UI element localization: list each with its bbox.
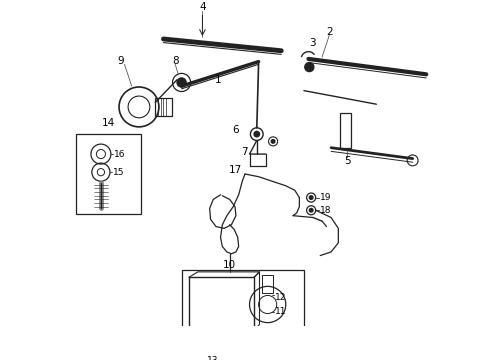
Text: 3: 3 bbox=[310, 39, 316, 49]
Text: 2: 2 bbox=[326, 27, 333, 37]
Text: 17: 17 bbox=[229, 165, 242, 175]
Text: 7: 7 bbox=[241, 147, 248, 157]
Text: 9: 9 bbox=[118, 56, 124, 66]
Text: 4: 4 bbox=[199, 2, 206, 12]
Circle shape bbox=[305, 63, 314, 72]
Bar bbox=[75, 134, 141, 214]
Text: 5: 5 bbox=[344, 156, 351, 166]
Circle shape bbox=[254, 131, 260, 137]
Text: 8: 8 bbox=[172, 56, 178, 66]
Text: 14: 14 bbox=[101, 118, 115, 128]
Text: 11: 11 bbox=[275, 307, 287, 316]
Text: 15: 15 bbox=[113, 168, 124, 177]
Circle shape bbox=[177, 78, 186, 87]
Text: 10: 10 bbox=[223, 260, 236, 270]
Circle shape bbox=[271, 140, 275, 143]
Text: 12: 12 bbox=[275, 293, 286, 302]
Text: 1: 1 bbox=[215, 75, 221, 85]
Text: 16: 16 bbox=[114, 149, 125, 158]
Bar bbox=[155, 98, 172, 116]
Bar bbox=[182, 270, 304, 345]
Text: 18: 18 bbox=[320, 206, 332, 215]
Circle shape bbox=[309, 208, 313, 212]
Text: 6: 6 bbox=[232, 125, 239, 135]
Text: 19: 19 bbox=[320, 193, 332, 202]
Bar bbox=[189, 277, 254, 335]
Bar bbox=[340, 113, 351, 148]
Circle shape bbox=[309, 196, 313, 199]
Bar bbox=[262, 275, 273, 293]
Text: 13: 13 bbox=[207, 356, 219, 360]
